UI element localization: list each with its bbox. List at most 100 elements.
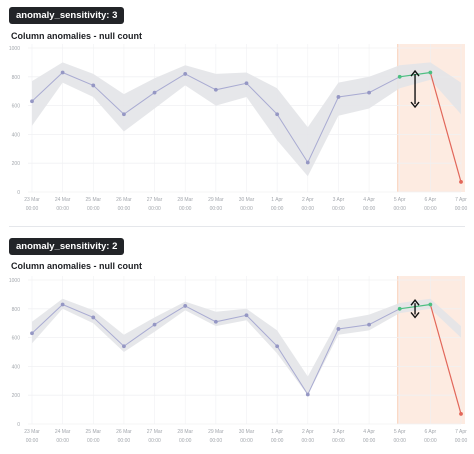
x-tick-date: 25 Mar — [86, 197, 102, 203]
chart-title: Column anomalies - null count — [11, 261, 143, 271]
line-chart: 0 200 400 600 800 1000 23 Mar 00:00 24 Mar 00:00 2… — [9, 276, 468, 444]
x-tick-time: 00:00 — [87, 206, 100, 212]
data-point — [183, 72, 188, 76]
x-tick-date: 5 Apr — [394, 429, 406, 435]
data-point — [305, 160, 310, 165]
data-point-normal — [428, 302, 433, 307]
y-tick-label: 800 — [12, 307, 21, 313]
data-point — [91, 315, 96, 320]
y-tick-label: 200 — [12, 161, 21, 167]
y-tick-label: 600 — [12, 104, 21, 110]
x-tick-time: 00:00 — [271, 206, 284, 212]
x-tick-date: 24 Mar — [55, 429, 71, 435]
x-tick-time: 00:00 — [148, 206, 161, 212]
sensitivity-badge: anomaly_sensitivity: 2 — [9, 238, 125, 255]
data-point — [213, 87, 218, 92]
x-tick-date: 30 Mar — [239, 197, 255, 203]
line-chart: 0 200 400 600 800 1000 23 Mar 00:00 24 Mar 00:00 2… — [9, 44, 468, 212]
x-tick-time: 00:00 — [56, 438, 69, 444]
panel-divider — [9, 226, 465, 227]
data-point — [336, 95, 341, 99]
x-tick-time: 00:00 — [26, 206, 39, 212]
x-tick-time: 00:00 — [302, 438, 315, 444]
data-point — [367, 90, 371, 95]
data-point-normal — [397, 74, 402, 79]
x-tick-time: 00:00 — [56, 206, 69, 212]
y-tick-label: 400 — [12, 364, 21, 370]
x-tick-date: 28 Mar — [177, 197, 193, 203]
x-tick-time: 00:00 — [393, 438, 406, 444]
y-tick-label: 800 — [12, 75, 21, 81]
x-tick-time: 00:00 — [302, 206, 315, 212]
x-tick-date: 29 Mar — [208, 197, 224, 203]
x-tick-time: 00:00 — [26, 438, 39, 444]
x-tick-time: 00:00 — [332, 206, 345, 212]
sensitivity-arrow-head-bottom — [410, 101, 420, 109]
y-tick-label: 0 — [17, 190, 20, 196]
x-tick-date: 7 Apr — [455, 197, 467, 203]
x-tick-date: 6 Apr — [425, 197, 437, 203]
data-point-anomaly — [459, 180, 463, 184]
x-tick-date: 27 Mar — [147, 429, 163, 435]
x-tick-date: 4 Apr — [363, 197, 375, 203]
x-tick-time: 00:00 — [118, 206, 131, 212]
y-tick-label: 1000 — [9, 278, 20, 284]
x-tick-date: 23 Mar — [24, 197, 40, 203]
data-point-normal — [397, 306, 402, 311]
y-tick-label: 400 — [12, 132, 21, 138]
data-point — [367, 322, 371, 327]
data-point — [305, 392, 310, 397]
sensitivity-badge: anomaly_sensitivity: 3 — [9, 7, 125, 24]
data-point — [244, 313, 249, 318]
x-tick-time: 00:00 — [455, 438, 468, 444]
y-tick-label: 600 — [12, 336, 21, 342]
data-point — [336, 327, 341, 331]
data-point — [152, 322, 157, 327]
x-tick-date: 24 Mar — [55, 197, 71, 203]
expected-range-band — [32, 62, 461, 177]
x-tick-time: 00:00 — [118, 438, 131, 444]
x-tick-time: 00:00 — [87, 438, 100, 444]
data-point — [152, 90, 157, 95]
x-tick-time: 00:00 — [455, 206, 468, 212]
x-tick-time: 00:00 — [363, 206, 376, 212]
x-tick-time: 00:00 — [210, 438, 223, 444]
expected-range-band — [32, 298, 461, 396]
data-point — [275, 344, 280, 349]
x-tick-date: 26 Mar — [116, 197, 132, 203]
data-point — [60, 302, 65, 307]
anomaly-highlight-region — [397, 276, 465, 424]
x-tick-time: 00:00 — [424, 206, 437, 212]
x-tick-date: 1 Apr — [271, 429, 283, 435]
y-tick-label: 200 — [12, 393, 21, 399]
x-tick-date: 30 Mar — [239, 429, 255, 435]
x-tick-time: 00:00 — [240, 438, 253, 444]
x-tick-date: 1 Apr — [271, 197, 283, 203]
x-tick-date: 2 Apr — [302, 197, 314, 203]
x-tick-date: 3 Apr — [333, 197, 345, 203]
data-point — [60, 70, 65, 75]
x-tick-time: 00:00 — [148, 438, 161, 444]
x-tick-time: 00:00 — [271, 438, 284, 444]
data-point-anomaly — [459, 412, 463, 416]
sensitivity-arrow-head-bottom — [410, 312, 420, 319]
sensitivity-arrow-head-top — [410, 69, 420, 77]
sensitivity-arrow-head-top — [410, 299, 420, 306]
x-tick-date: 2 Apr — [302, 429, 314, 435]
data-point — [122, 344, 126, 349]
x-tick-time: 00:00 — [179, 206, 192, 212]
x-tick-date: 4 Apr — [363, 429, 375, 435]
x-tick-time: 00:00 — [332, 438, 345, 444]
series-line-anomaly-segment — [429, 304, 462, 415]
x-tick-date: 28 Mar — [177, 429, 193, 435]
x-tick-time: 00:00 — [393, 206, 406, 212]
data-point — [213, 319, 218, 324]
x-tick-date: 27 Mar — [147, 197, 163, 203]
x-tick-date: 23 Mar — [24, 429, 40, 435]
chart-title: Column anomalies - null count — [11, 31, 143, 41]
x-tick-time: 00:00 — [424, 438, 437, 444]
x-tick-date: 7 Apr — [455, 429, 467, 435]
data-point — [183, 304, 188, 308]
data-point — [91, 83, 96, 88]
x-tick-date: 25 Mar — [86, 429, 102, 435]
